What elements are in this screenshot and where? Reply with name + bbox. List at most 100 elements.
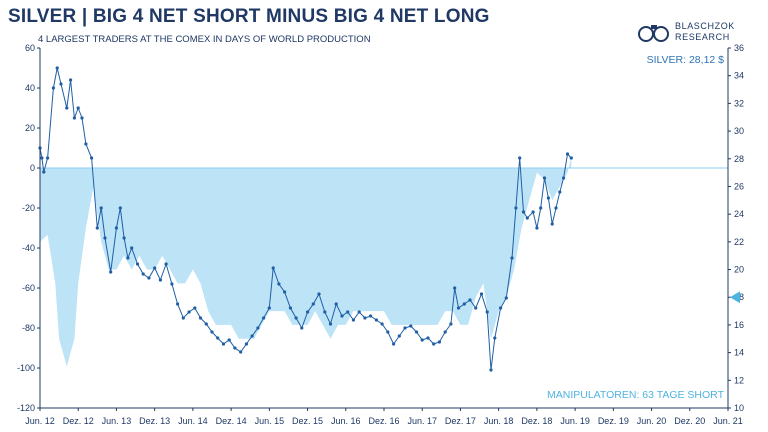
data-point bbox=[55, 66, 59, 70]
x-tick-label: Dez. 14 bbox=[216, 416, 247, 426]
x-tick-label: Dez. 18 bbox=[521, 416, 552, 426]
data-point bbox=[462, 302, 466, 306]
data-point bbox=[562, 176, 566, 180]
data-point bbox=[187, 310, 191, 314]
data-point bbox=[51, 86, 56, 90]
data-point bbox=[474, 306, 478, 310]
data-point bbox=[72, 116, 76, 120]
data-point bbox=[489, 368, 493, 372]
data-point bbox=[485, 310, 489, 314]
x-tick-label: Dez. 20 bbox=[674, 416, 705, 426]
left-tick-label: 20 bbox=[25, 123, 35, 133]
data-point bbox=[300, 326, 304, 330]
left-tick-label: 0 bbox=[30, 163, 35, 173]
x-tick-label: Jun. 20 bbox=[637, 416, 667, 426]
data-point bbox=[46, 156, 50, 160]
data-point bbox=[221, 342, 226, 346]
data-point bbox=[109, 270, 113, 274]
right-tick-label: 24 bbox=[734, 209, 744, 219]
data-point bbox=[409, 324, 413, 328]
data-point bbox=[554, 206, 558, 210]
right-tick-label: 10 bbox=[734, 403, 744, 413]
data-point bbox=[403, 326, 407, 330]
data-point bbox=[535, 226, 539, 230]
data-point bbox=[69, 78, 73, 82]
data-point bbox=[118, 206, 122, 210]
logo-icon bbox=[638, 25, 669, 42]
data-point bbox=[277, 282, 281, 286]
x-tick-label: Jun. 21 bbox=[713, 416, 743, 426]
data-point bbox=[456, 306, 461, 310]
right-tick-label: 28 bbox=[734, 154, 744, 164]
data-point bbox=[306, 310, 310, 314]
big4-net-markers bbox=[38, 66, 573, 372]
data-point bbox=[518, 156, 522, 160]
data-point bbox=[204, 322, 208, 326]
data-point bbox=[565, 152, 570, 156]
right-tick-label: 34 bbox=[734, 71, 744, 81]
data-point bbox=[357, 310, 361, 314]
data-point bbox=[130, 246, 134, 250]
data-point bbox=[80, 116, 84, 120]
data-point bbox=[84, 142, 88, 146]
data-point bbox=[468, 298, 472, 302]
data-point bbox=[311, 302, 315, 306]
data-point bbox=[227, 338, 231, 342]
x-tick-label: Jun. 13 bbox=[102, 416, 132, 426]
data-point bbox=[198, 316, 203, 320]
right-tick-label: 22 bbox=[734, 237, 744, 247]
data-point bbox=[550, 222, 554, 226]
data-point bbox=[244, 342, 248, 346]
left-tick-label: -40 bbox=[22, 243, 35, 253]
left-tick-label: 60 bbox=[25, 43, 35, 53]
data-point bbox=[351, 318, 355, 322]
data-point bbox=[90, 156, 94, 160]
data-point bbox=[153, 266, 157, 270]
data-point bbox=[363, 316, 367, 320]
left-y-axis: 60 40 20 0 -20 -40 -60 -80 -100 -120 bbox=[17, 43, 41, 413]
x-axis: Jun. 12 Dez. 12 Jun. 13 Dez. 13 Jun. 14 Dez. … bbox=[25, 407, 743, 426]
data-point bbox=[414, 330, 419, 334]
current-value-marker bbox=[730, 291, 740, 304]
data-point bbox=[453, 286, 457, 290]
data-point bbox=[95, 226, 99, 230]
logo-line2: RESEARCH bbox=[675, 32, 730, 42]
brand-logo: BLASCHZOK RESEARCH bbox=[637, 18, 761, 46]
right-tick-label: 14 bbox=[734, 348, 744, 358]
data-point bbox=[493, 336, 497, 340]
data-point bbox=[420, 338, 424, 342]
data-point bbox=[531, 210, 535, 214]
data-point bbox=[288, 306, 292, 310]
data-point bbox=[103, 236, 107, 240]
data-point bbox=[542, 176, 547, 180]
data-point bbox=[126, 256, 130, 260]
data-point bbox=[369, 314, 373, 318]
x-tick-label: Jun. 15 bbox=[255, 416, 285, 426]
data-point bbox=[504, 296, 508, 300]
data-point bbox=[294, 316, 298, 320]
data-point bbox=[386, 330, 390, 334]
data-point bbox=[170, 282, 174, 286]
x-tick-label: Dez. 15 bbox=[292, 416, 323, 426]
data-point bbox=[328, 322, 333, 326]
right-tick-label: 26 bbox=[734, 181, 744, 191]
data-point bbox=[443, 330, 447, 334]
right-tick-label: 36 bbox=[734, 43, 744, 53]
x-tick-label: Jun. 14 bbox=[178, 416, 208, 426]
data-point bbox=[525, 216, 529, 220]
data-point bbox=[426, 336, 430, 340]
x-tick-label: Dez. 12 bbox=[63, 416, 94, 426]
data-point bbox=[432, 342, 436, 346]
silver-price-area bbox=[40, 157, 728, 367]
data-point bbox=[521, 210, 526, 214]
x-tick-label: Jun. 17 bbox=[407, 416, 437, 426]
big4-net-polyline bbox=[39, 67, 572, 371]
data-point bbox=[374, 318, 378, 322]
data-point bbox=[392, 342, 396, 346]
left-tick-label: -60 bbox=[22, 283, 35, 293]
data-point bbox=[122, 236, 126, 240]
x-tick-label: Dez. 13 bbox=[139, 416, 170, 426]
x-tick-label: Jun. 19 bbox=[560, 416, 590, 426]
data-point bbox=[210, 330, 214, 334]
right-tick-label: 12 bbox=[734, 375, 744, 385]
